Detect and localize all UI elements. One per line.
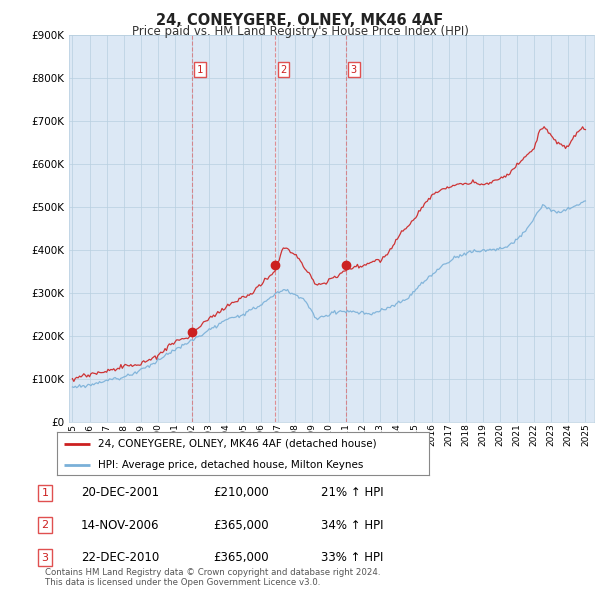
Text: £210,000: £210,000 (213, 486, 269, 499)
Text: 24, CONEYGERE, OLNEY, MK46 4AF (detached house): 24, CONEYGERE, OLNEY, MK46 4AF (detached… (98, 439, 377, 449)
Text: Contains HM Land Registry data © Crown copyright and database right 2024.
This d: Contains HM Land Registry data © Crown c… (45, 568, 380, 587)
Text: 21% ↑ HPI: 21% ↑ HPI (321, 486, 383, 499)
Text: HPI: Average price, detached house, Milton Keynes: HPI: Average price, detached house, Milt… (98, 460, 363, 470)
Text: 1: 1 (197, 65, 203, 75)
Text: £365,000: £365,000 (213, 551, 269, 564)
Text: 24, CONEYGERE, OLNEY, MK46 4AF: 24, CONEYGERE, OLNEY, MK46 4AF (157, 13, 443, 28)
Text: 2: 2 (41, 520, 49, 530)
Text: 20-DEC-2001: 20-DEC-2001 (81, 486, 159, 499)
Text: 33% ↑ HPI: 33% ↑ HPI (321, 551, 383, 564)
Text: 1: 1 (41, 488, 49, 497)
Text: £365,000: £365,000 (213, 519, 269, 532)
Text: 34% ↑ HPI: 34% ↑ HPI (321, 519, 383, 532)
Text: 22-DEC-2010: 22-DEC-2010 (81, 551, 159, 564)
Text: 2: 2 (281, 65, 287, 75)
Text: 3: 3 (41, 553, 49, 562)
Text: 3: 3 (350, 65, 357, 75)
Text: 14-NOV-2006: 14-NOV-2006 (81, 519, 160, 532)
Text: Price paid vs. HM Land Registry's House Price Index (HPI): Price paid vs. HM Land Registry's House … (131, 25, 469, 38)
